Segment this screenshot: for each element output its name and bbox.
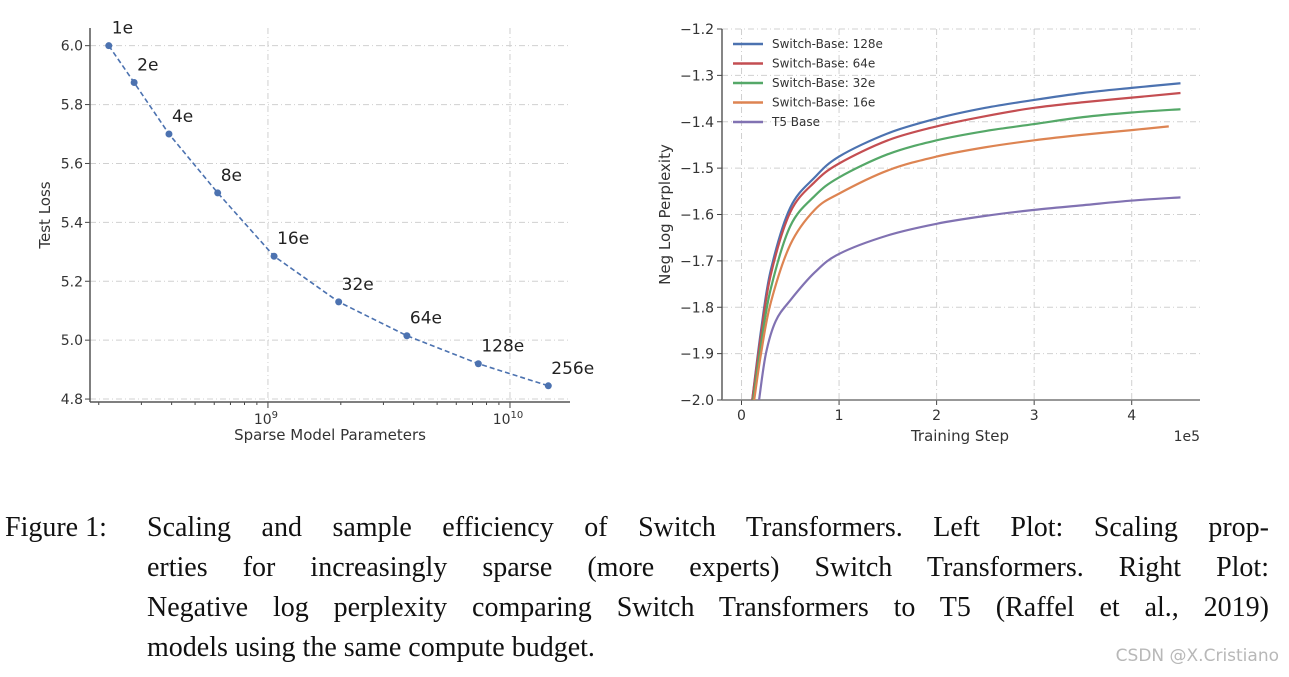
y-tick-label: −1.2 [680, 22, 714, 38]
data-point [105, 42, 113, 50]
x-tick-label: 1 [835, 408, 844, 424]
data-point [544, 382, 552, 390]
figure-caption: Figure 1: Scaling and sample efficiency … [5, 508, 1269, 668]
x-tick-label: 109 [254, 410, 278, 428]
y-tick-label: 5.8 [61, 98, 83, 114]
data-label: 64e [410, 309, 442, 329]
data-label: 256e [551, 359, 594, 379]
legend-label: Switch-Base: 16e [772, 96, 875, 110]
data-point [130, 78, 138, 86]
legend-label: T5 Base [771, 115, 820, 129]
series-line [108, 45, 549, 387]
series-line [753, 125, 1169, 401]
y-tick-label: −1.8 [680, 300, 714, 316]
data-point [270, 252, 278, 260]
y-tick-label: 6.0 [61, 39, 83, 55]
y-tick-label: −1.9 [680, 347, 714, 363]
y-tick-label: −1.5 [680, 161, 714, 177]
x-tick-label: 0 [737, 408, 746, 424]
x-tick-base: 10 [254, 412, 272, 428]
y-tick-label: 5.4 [61, 215, 83, 231]
y-tick-label: −1.3 [680, 68, 714, 84]
data-label: 1e [112, 19, 133, 39]
y-axis-label: Neg Log Perplexity [656, 144, 674, 285]
y-tick-label: 5.6 [61, 156, 83, 172]
data-label: 2e [137, 55, 158, 75]
series-line [751, 91, 1181, 401]
y-tick-label: 5.2 [61, 274, 83, 290]
x-tick-exponent: 9 [272, 410, 278, 421]
data-label: 32e [342, 275, 374, 295]
data-point [165, 130, 173, 138]
y-tick-label: −1.4 [680, 115, 714, 131]
caption-line: Scaling and sample efficiency of Switch … [147, 512, 1269, 543]
data-label: 16e [277, 229, 309, 249]
figure-label: Figure 1: [5, 512, 107, 543]
y-axis-label: Test Loss [36, 181, 54, 249]
x-tick-label: 4 [1127, 408, 1136, 424]
y-tick-label: −1.7 [680, 254, 714, 270]
x-tick-label: 1010 [493, 410, 524, 428]
x-axis-label: Sparse Model Parameters [234, 426, 426, 444]
x-tick-exponent: 10 [511, 410, 524, 421]
caption-line: erties for increasingly sparse (more exp… [147, 552, 1269, 583]
y-tick-label: 4.8 [61, 392, 83, 408]
series-line [752, 108, 1181, 401]
data-point [214, 189, 222, 197]
x-tick-label: 3 [1030, 408, 1039, 424]
y-tick-label: −1.6 [680, 208, 714, 224]
data-label: 8e [221, 166, 242, 186]
data-label: 128e [481, 337, 524, 357]
y-tick-label: −2.0 [680, 393, 714, 409]
x-tick-label: 2 [932, 408, 941, 424]
data-point [403, 332, 411, 340]
x-axis-multiplier: 1e5 [1174, 429, 1200, 445]
data-label: 4e [172, 107, 193, 127]
series-line [757, 196, 1181, 401]
legend-label: Switch-Base: 32e [772, 76, 875, 90]
x-axis-label: Training Step [910, 427, 1009, 445]
legend-label: Switch-Base: 64e [772, 57, 875, 71]
caption-line: models using the same compute budget. [147, 632, 595, 663]
watermark: CSDN @X.Cristiano [1115, 646, 1279, 666]
x-tick-base: 10 [493, 412, 511, 428]
legend-label: Switch-Base: 128e [772, 37, 883, 51]
data-point [474, 360, 482, 368]
caption-line: Negative log perplexity comparing Switch… [147, 592, 1269, 623]
y-tick-label: 5.0 [61, 333, 83, 349]
data-point [335, 298, 343, 306]
